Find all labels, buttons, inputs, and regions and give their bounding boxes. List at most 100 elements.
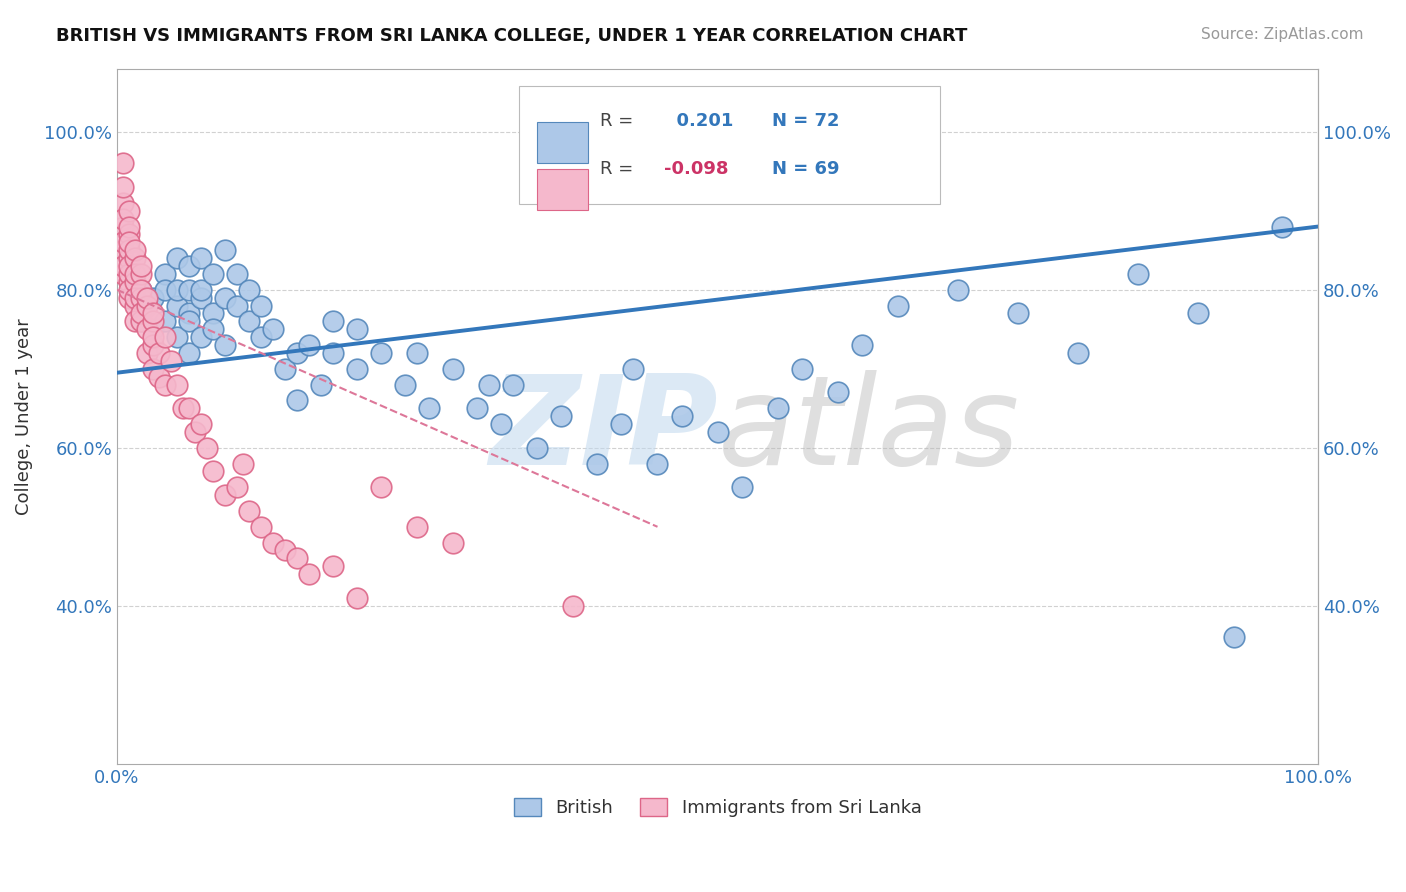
- Point: [406, 346, 429, 360]
- Point: [153, 283, 176, 297]
- Point: [226, 480, 249, 494]
- Point: [153, 330, 176, 344]
- Point: [111, 219, 134, 234]
- Point: [142, 306, 165, 320]
- Text: Source: ZipAtlas.com: Source: ZipAtlas.com: [1201, 27, 1364, 42]
- Point: [124, 267, 146, 281]
- Point: [166, 299, 188, 313]
- Point: [118, 203, 141, 218]
- Point: [586, 457, 609, 471]
- Point: [153, 377, 176, 392]
- Point: [177, 306, 200, 320]
- Y-axis label: College, Under 1 year: College, Under 1 year: [15, 318, 32, 515]
- Point: [827, 385, 849, 400]
- Point: [226, 299, 249, 313]
- Point: [226, 267, 249, 281]
- Point: [610, 417, 633, 431]
- Point: [129, 283, 152, 297]
- Point: [136, 346, 159, 360]
- Point: [1187, 306, 1209, 320]
- Point: [160, 354, 183, 368]
- Text: R =: R =: [600, 161, 638, 178]
- Text: ZIP: ZIP: [489, 369, 717, 491]
- Point: [118, 275, 141, 289]
- Point: [129, 314, 152, 328]
- Point: [190, 291, 212, 305]
- Point: [195, 441, 218, 455]
- Point: [111, 180, 134, 194]
- Point: [238, 504, 260, 518]
- Point: [118, 259, 141, 273]
- Point: [671, 409, 693, 424]
- Text: 0.201: 0.201: [664, 112, 733, 129]
- Point: [346, 322, 368, 336]
- Point: [706, 425, 728, 439]
- Point: [118, 235, 141, 250]
- Point: [298, 567, 321, 582]
- Point: [118, 251, 141, 265]
- Point: [142, 314, 165, 328]
- Point: [250, 520, 273, 534]
- Point: [129, 306, 152, 320]
- Point: [118, 227, 141, 242]
- Point: [214, 338, 236, 352]
- Point: [136, 322, 159, 336]
- Point: [406, 520, 429, 534]
- Point: [111, 211, 134, 226]
- Point: [177, 401, 200, 416]
- Point: [238, 314, 260, 328]
- Point: [124, 251, 146, 265]
- Point: [262, 535, 284, 549]
- Point: [262, 322, 284, 336]
- Point: [309, 377, 332, 392]
- Point: [111, 259, 134, 273]
- Point: [129, 259, 152, 273]
- Point: [285, 346, 308, 360]
- Point: [886, 299, 908, 313]
- Point: [129, 267, 152, 281]
- Point: [1271, 219, 1294, 234]
- Point: [441, 361, 464, 376]
- Point: [1067, 346, 1090, 360]
- Point: [124, 291, 146, 305]
- Point: [298, 338, 321, 352]
- Point: [190, 251, 212, 265]
- Point: [153, 314, 176, 328]
- Point: [111, 244, 134, 258]
- Point: [142, 322, 165, 336]
- Point: [322, 346, 344, 360]
- Point: [142, 291, 165, 305]
- Text: BRITISH VS IMMIGRANTS FROM SRI LANKA COLLEGE, UNDER 1 YEAR CORRELATION CHART: BRITISH VS IMMIGRANTS FROM SRI LANKA COL…: [56, 27, 967, 45]
- Point: [285, 551, 308, 566]
- Point: [491, 417, 513, 431]
- Point: [370, 480, 392, 494]
- Point: [177, 259, 200, 273]
- Point: [129, 314, 152, 328]
- Point: [111, 267, 134, 281]
- Point: [238, 283, 260, 297]
- Point: [136, 291, 159, 305]
- Point: [184, 425, 207, 439]
- Point: [129, 291, 152, 305]
- Point: [148, 369, 170, 384]
- Point: [190, 417, 212, 431]
- Point: [441, 535, 464, 549]
- Point: [1223, 631, 1246, 645]
- Point: [550, 409, 572, 424]
- Point: [562, 599, 585, 613]
- Point: [166, 283, 188, 297]
- Text: N = 69: N = 69: [772, 161, 839, 178]
- Point: [190, 330, 212, 344]
- FancyBboxPatch shape: [519, 86, 939, 204]
- Point: [118, 244, 141, 258]
- Point: [946, 283, 969, 297]
- Point: [394, 377, 416, 392]
- Point: [142, 361, 165, 376]
- Point: [177, 283, 200, 297]
- Point: [1126, 267, 1149, 281]
- Point: [322, 559, 344, 574]
- Point: [142, 330, 165, 344]
- Point: [124, 275, 146, 289]
- FancyBboxPatch shape: [537, 169, 588, 210]
- Point: [142, 338, 165, 352]
